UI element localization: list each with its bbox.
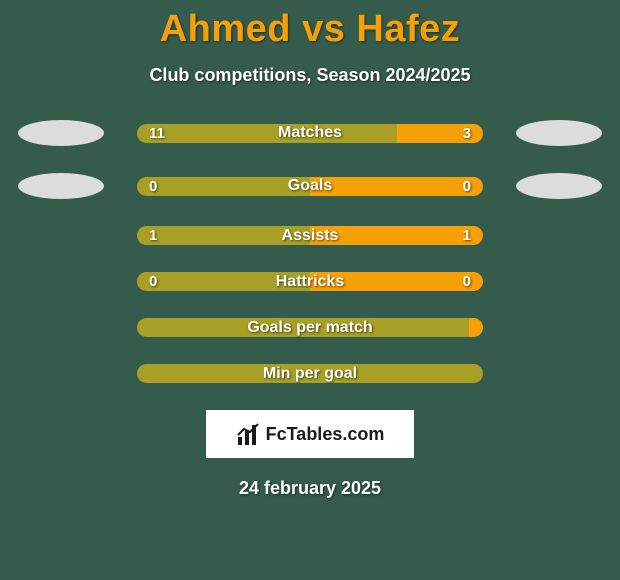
stat-row: Goals per match — [0, 318, 620, 337]
badge-slot-left — [0, 173, 137, 199]
stat-bar — [137, 124, 483, 143]
stat-fill-right — [310, 226, 483, 245]
stat-fill-right — [310, 272, 483, 291]
stat-fill-left — [137, 124, 397, 143]
page-title: Ahmed vs Hafez — [0, 0, 620, 51]
player-badge-left — [18, 173, 104, 199]
stat-fill-left — [137, 177, 310, 196]
stat-bar-container: Goals00 — [137, 177, 483, 196]
stat-row: Min per goal — [0, 364, 620, 383]
date-text: 24 february 2025 — [0, 478, 620, 499]
player-badge-right — [516, 173, 602, 199]
logo-box: FcTables.com — [206, 410, 414, 458]
player-badge-right — [516, 120, 602, 146]
stat-fill-left — [137, 226, 310, 245]
logo-text: FcTables.com — [266, 424, 385, 445]
subtitle: Club competitions, Season 2024/2025 — [0, 65, 620, 86]
stat-row: Matches113 — [0, 120, 620, 146]
stat-fill-right — [310, 177, 483, 196]
stat-row: Assists11 — [0, 226, 620, 245]
stat-bar-container: Hattricks00 — [137, 272, 483, 291]
stat-bar — [137, 318, 483, 337]
stat-fill-right — [469, 318, 483, 337]
stat-bar-container: Matches113 — [137, 124, 483, 143]
stat-bar — [137, 364, 483, 383]
stat-bar-container: Goals per match — [137, 318, 483, 337]
stat-bar — [137, 177, 483, 196]
stat-fill-left — [137, 364, 483, 383]
stat-bar-container: Assists11 — [137, 226, 483, 245]
stat-bar — [137, 226, 483, 245]
badge-slot-left — [0, 120, 137, 146]
stats-container: Matches113 Goals00 Assists11 Hattricks00 Goa… — [0, 120, 620, 383]
fctables-logo-icon — [236, 423, 260, 445]
stat-row: Hattricks00 — [0, 272, 620, 291]
badge-slot-right — [483, 173, 620, 199]
stat-fill-left — [137, 318, 469, 337]
stat-row: Goals00 — [0, 173, 620, 199]
badge-slot-right — [483, 120, 620, 146]
stat-fill-left — [137, 272, 310, 291]
stat-bar-container: Min per goal — [137, 364, 483, 383]
stat-fill-right — [397, 124, 484, 143]
stat-bar — [137, 272, 483, 291]
player-badge-left — [18, 120, 104, 146]
